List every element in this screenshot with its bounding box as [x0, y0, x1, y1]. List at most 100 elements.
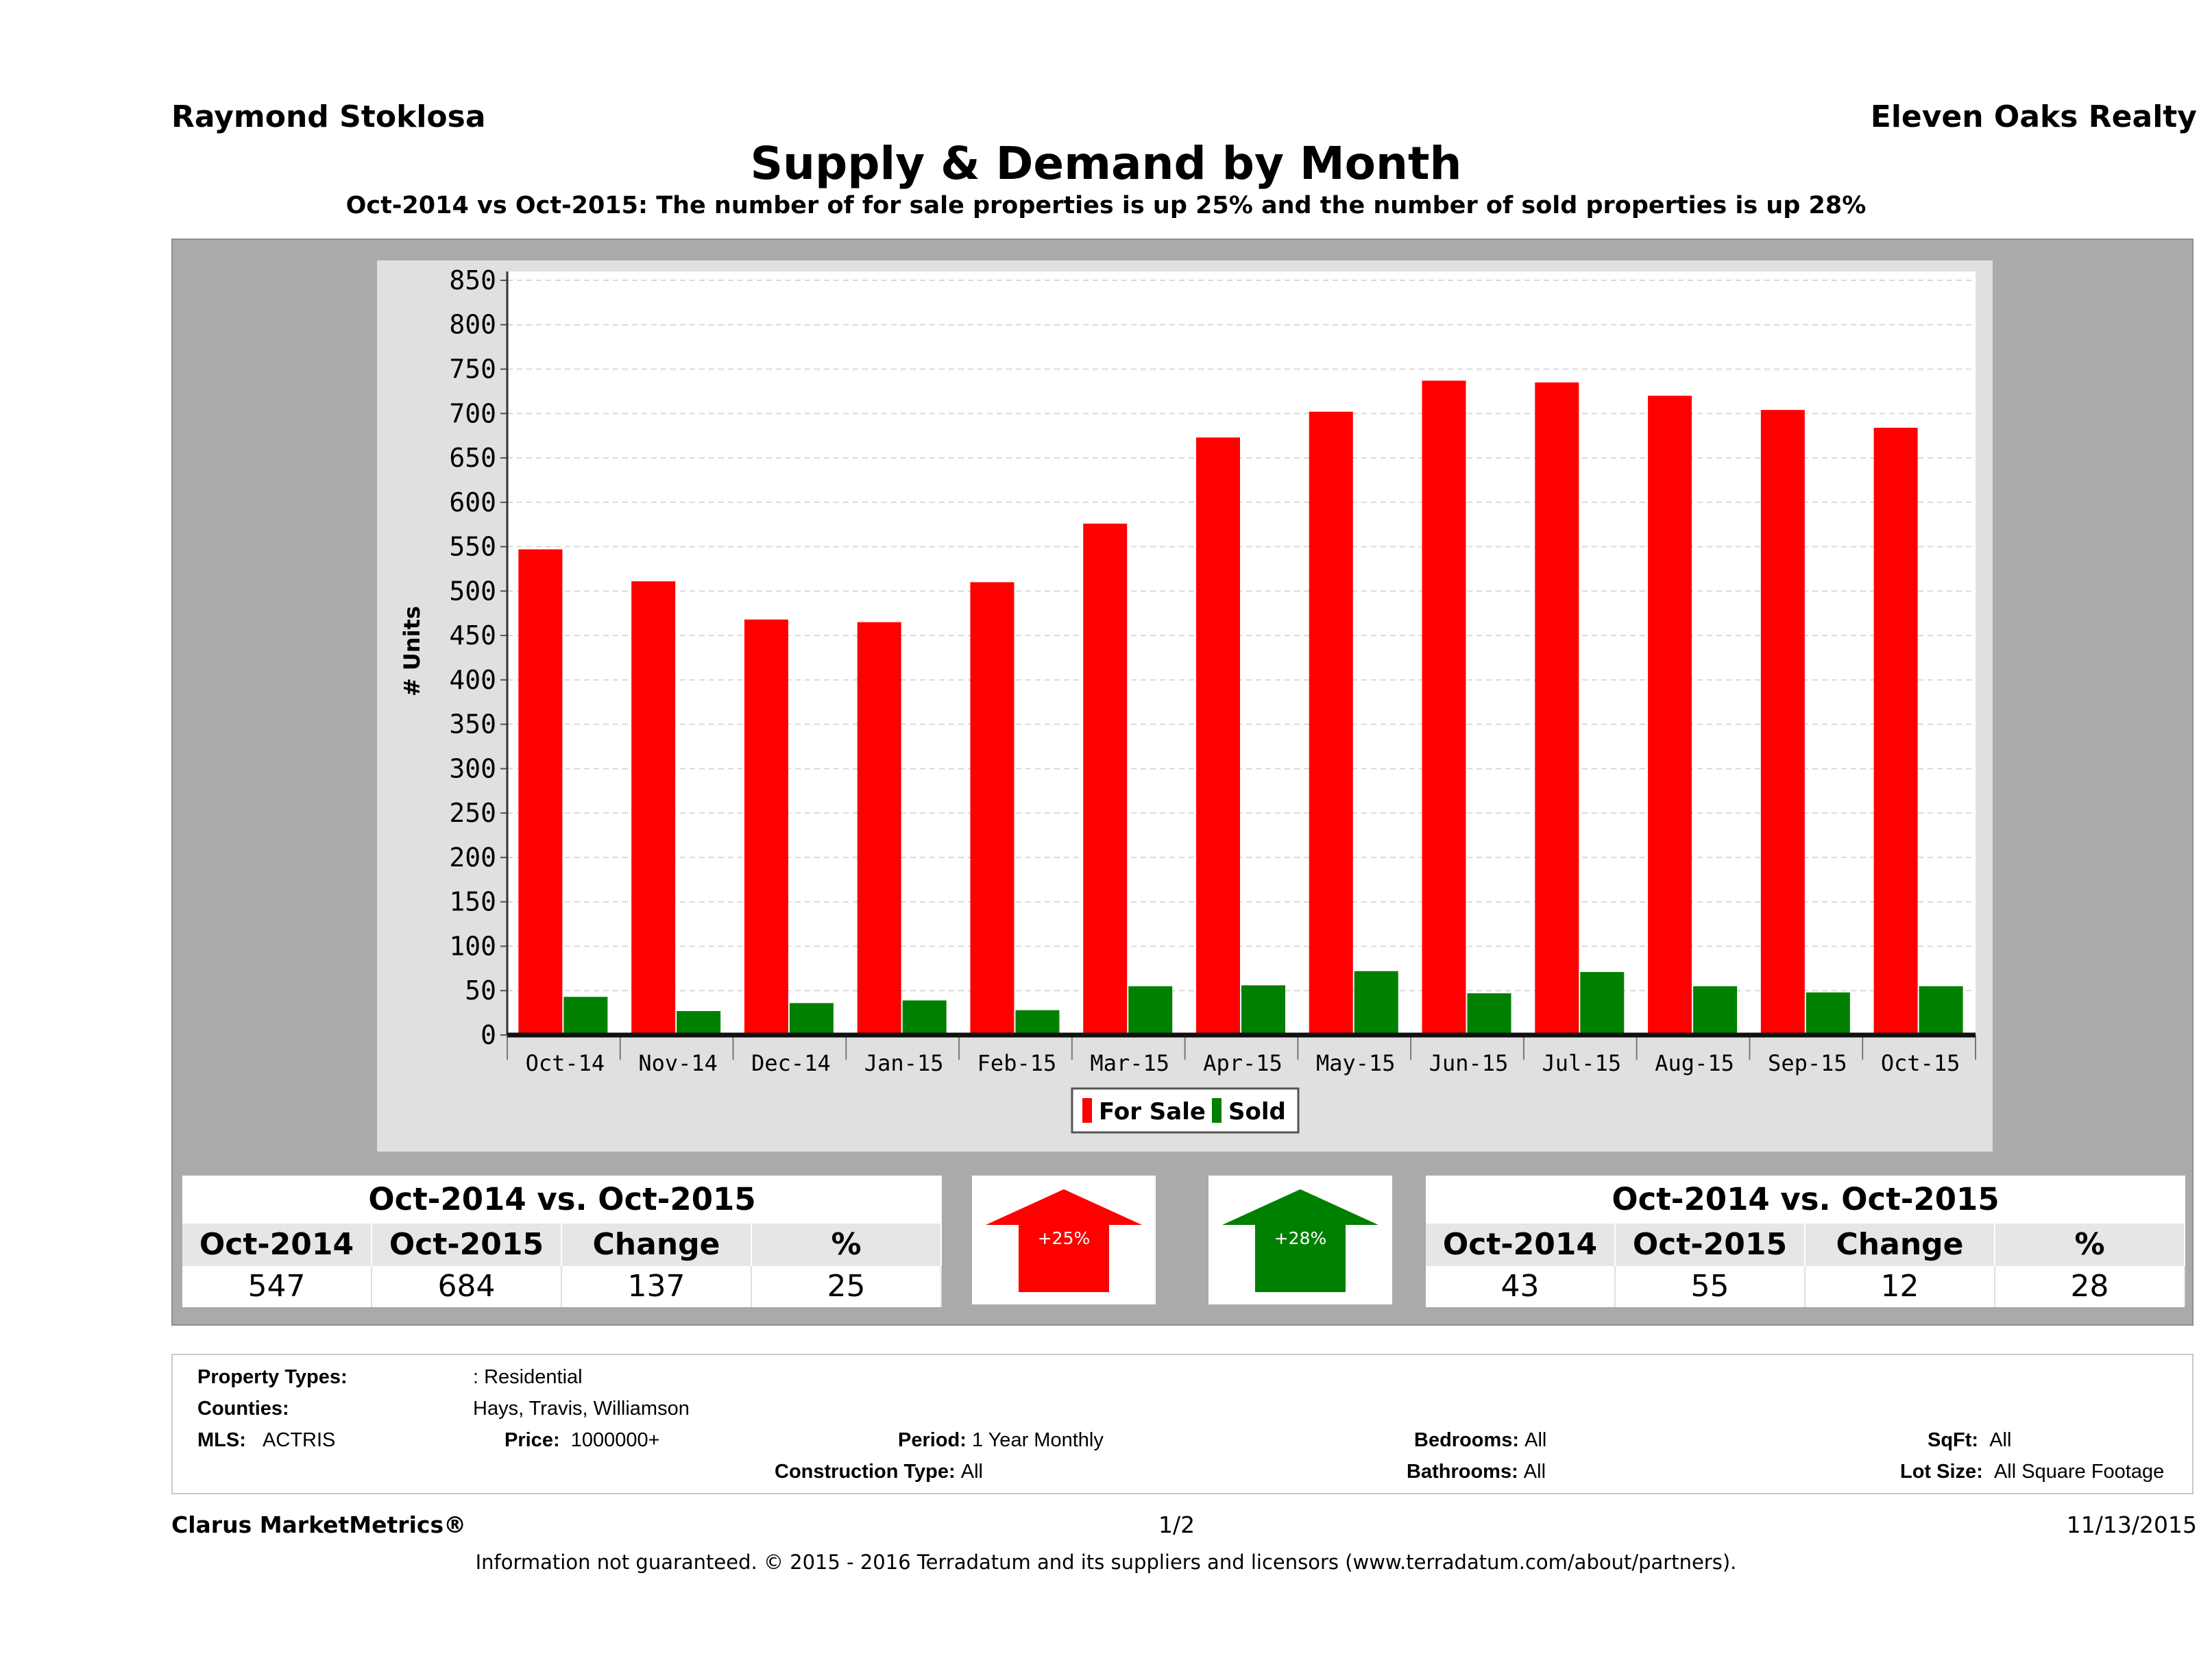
footer-brand: Clarus MarketMetrics® [171, 1511, 467, 1538]
stat-value-cell: 43 [1426, 1266, 1616, 1307]
y-tick-label: 650 [449, 443, 496, 473]
x-tick-label: May-15 [1316, 1050, 1396, 1076]
x-tick-label: Feb-15 [977, 1050, 1057, 1076]
up-arrow-icon: +28% [1222, 1189, 1378, 1292]
price-label: Price: [505, 1429, 560, 1451]
y-tick-label: 700 [449, 398, 496, 428]
bar-sold-may-15 [1354, 971, 1398, 1035]
x-tick-label: Dec-14 [751, 1050, 831, 1076]
y-tick-label: 300 [449, 753, 496, 783]
sqft-label: SqFt: [1928, 1429, 1979, 1451]
bar-sold-oct-15 [1919, 986, 1963, 1035]
chart-subtitle: Oct-2014 vs Oct-2015: The number of for … [345, 192, 1867, 219]
bar-sold-nov-14 [677, 1011, 721, 1035]
bathrooms-value: All [1523, 1461, 1546, 1483]
bar-sold-dec-14 [789, 1003, 834, 1035]
y-axis-label: # Units [399, 606, 425, 696]
x-tick-label: Jan-15 [864, 1050, 944, 1076]
plot-area [507, 271, 1976, 1035]
y-tick-label: 550 [449, 532, 496, 562]
construction-type-label: Construction Type: [775, 1461, 956, 1483]
stat-value-cell: 25 [752, 1266, 942, 1307]
x-tick-label: Sep-15 [1768, 1050, 1847, 1076]
bar-for-sale-oct-15 [1873, 427, 1918, 1035]
lot-size-label: Lot Size: [1900, 1461, 1983, 1483]
agent-name: Raymond Stoklosa [171, 99, 486, 134]
page-number: 1/2 [1158, 1511, 1195, 1538]
for-sale-stats-title: Oct-2014 vs. Oct-2015 [368, 1181, 756, 1217]
bar-sold-feb-15 [1015, 1010, 1060, 1035]
x-tick-label: Nov-14 [638, 1050, 718, 1076]
property-types-label: Property Types: [197, 1366, 348, 1388]
bar-sold-aug-15 [1693, 986, 1738, 1035]
sold-stats-title: Oct-2014 vs. Oct-2015 [1612, 1181, 2000, 1217]
x-tick-label: Aug-15 [1655, 1050, 1734, 1076]
x-tick-label: Mar-15 [1090, 1050, 1169, 1076]
bedrooms-value: All [1524, 1429, 1547, 1451]
y-tick-label: 600 [449, 487, 496, 518]
bedrooms-label: Bedrooms: [1414, 1429, 1520, 1451]
for-sale-stats-values: 547 684 137 25 [182, 1266, 942, 1307]
y-tick-label: 750 [449, 354, 496, 384]
sold-stats-header: Oct-2014 Oct-2015 Change % [1426, 1224, 2185, 1266]
x-tick-label: Apr-15 [1203, 1050, 1283, 1076]
bar-sold-oct-14 [563, 997, 608, 1035]
mls-label: MLS: [197, 1429, 246, 1451]
bar-for-sale-sep-15 [1760, 410, 1805, 1035]
bar-for-sale-jul-15 [1535, 382, 1579, 1035]
y-tick-label: 500 [449, 576, 496, 606]
lot-size-value: All Square Footage [1993, 1461, 2165, 1483]
report-criteria: Property Types: : Residential Counties: … [171, 1354, 2193, 1494]
for-sale-arrow-box: +25% [972, 1176, 1156, 1304]
for-sale-arrow-label: +25% [1038, 1228, 1091, 1248]
y-tick-label: 450 [449, 620, 496, 650]
chart-title: Supply & Demand by Month [750, 137, 1462, 190]
y-tick-label: 850 [449, 265, 496, 295]
y-tick-label: 0 [481, 1020, 496, 1050]
legend-swatch-for-sale [1082, 1098, 1092, 1123]
sold-arrow-shape [1222, 1189, 1378, 1292]
property-types-value: : Residential [473, 1366, 583, 1388]
legend-swatch-sold [1212, 1098, 1222, 1123]
stat-value-cell: 28 [1995, 1266, 2185, 1307]
y-tick-label: 350 [449, 709, 496, 740]
y-tick-label: 50 [465, 975, 496, 1006]
stat-header-cell: Oct-2015 [372, 1224, 562, 1266]
x-tick-label: Oct-15 [1881, 1050, 1960, 1076]
stat-header-cell: % [752, 1224, 942, 1266]
company-name: Eleven Oaks Realty [1870, 99, 2197, 134]
y-tick-label: 150 [449, 887, 496, 917]
y-tick-label: 100 [449, 931, 496, 961]
bar-for-sale-jan-15 [857, 622, 901, 1035]
bar-for-sale-jun-15 [1422, 380, 1466, 1035]
bar-for-sale-nov-14 [631, 581, 676, 1035]
bar-for-sale-may-15 [1309, 411, 1353, 1035]
bar-for-sale-apr-15 [1196, 437, 1240, 1035]
bar-for-sale-feb-15 [970, 582, 1014, 1035]
y-tick-label: 400 [449, 665, 496, 695]
stat-value-cell: 55 [1616, 1266, 1806, 1307]
stat-value-cell: 547 [182, 1266, 372, 1307]
bar-sold-apr-15 [1241, 985, 1285, 1035]
sold-stats-box: Oct-2014 vs. Oct-2015 Oct-2014 Oct-2015 … [1426, 1176, 2185, 1307]
bar-sold-sep-15 [1806, 992, 1850, 1035]
stat-header-cell: % [1995, 1224, 2185, 1266]
stat-value-cell: 137 [562, 1266, 752, 1307]
y-tick-label: 250 [449, 798, 496, 828]
sold-arrow-label: +28% [1274, 1228, 1327, 1248]
sold-stats-values: 43 55 12 28 [1426, 1266, 2185, 1307]
report-date: 11/13/2015 [2066, 1511, 2197, 1538]
period-label: Period: [898, 1429, 967, 1451]
bar-sold-jan-15 [902, 1000, 947, 1035]
construction-type-value: All [960, 1461, 983, 1483]
x-tick-label: Jul-15 [1542, 1050, 1622, 1076]
stat-header-cell: Oct-2014 [182, 1224, 372, 1266]
bar-for-sale-oct-14 [518, 549, 563, 1035]
stat-value-cell: 684 [372, 1266, 562, 1307]
bar-sold-jun-15 [1467, 993, 1511, 1035]
counties-label: Counties: [197, 1398, 289, 1420]
bar-chart: 0 50 100 150 200 250 300 350 400 450 500 550 600 650 7… [377, 260, 1993, 1152]
y-tick-label: 800 [449, 310, 496, 340]
stat-value-cell: 12 [1806, 1266, 1995, 1307]
bathrooms-label: Bathrooms: [1407, 1461, 1518, 1483]
